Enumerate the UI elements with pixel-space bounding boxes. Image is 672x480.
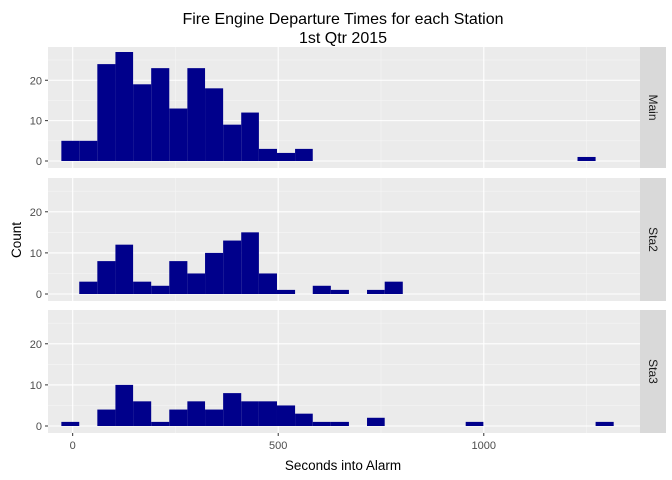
- histogram-bar: [384, 281, 403, 294]
- y-tick-label: 0: [36, 289, 42, 301]
- histogram-bar: [295, 413, 313, 426]
- histogram-bar: [330, 421, 349, 426]
- histogram-bar: [133, 281, 152, 294]
- facet-panel-sta3: 0 10 20 Sta3: [30, 310, 666, 433]
- histogram-bar: [223, 124, 242, 161]
- x-tick-label: 500: [269, 440, 287, 452]
- histogram-bar: [205, 88, 224, 161]
- histogram-bar: [151, 285, 170, 294]
- facet-panel-main: 0 10 20 Main: [30, 47, 666, 168]
- histogram-bar: [151, 421, 170, 426]
- facet-panel-sta2: 0 10 20 Sta2: [30, 178, 666, 301]
- y-tick-label: 20: [30, 207, 42, 219]
- histogram-bar: [223, 240, 242, 294]
- y-tick-label: 10: [30, 248, 42, 260]
- y-tick-label: 20: [30, 75, 42, 87]
- histogram-bar: [276, 152, 296, 161]
- chart-subtitle: 1st Qtr 2015: [299, 30, 387, 47]
- histogram-bar: [169, 108, 188, 161]
- histogram-bar: [465, 421, 484, 426]
- y-tick-label: 10: [30, 116, 42, 128]
- y-tick-label: 0: [36, 156, 42, 168]
- histogram-bar: [151, 68, 170, 161]
- histogram-bar: [97, 261, 116, 294]
- histogram-bar: [241, 232, 259, 294]
- histogram-bar: [187, 401, 206, 426]
- facet-strip-label: Sta2: [646, 227, 660, 252]
- histogram-bar: [115, 384, 134, 426]
- histogram-bar: [276, 405, 296, 426]
- histogram-bar: [187, 68, 206, 161]
- histogram-bar: [79, 140, 98, 161]
- histogram-bar: [169, 261, 188, 294]
- histogram-bar: [205, 252, 224, 294]
- histogram-bar: [205, 409, 224, 426]
- y-tick-label: 10: [30, 380, 42, 392]
- histogram-bar: [115, 52, 134, 161]
- facet-strip-label: Main: [646, 94, 660, 120]
- histogram-bar: [223, 393, 242, 426]
- histogram-bar: [577, 156, 596, 161]
- histogram-bar: [258, 401, 277, 426]
- x-tick-label: 0: [70, 440, 76, 452]
- chart-title: Fire Engine Departure Times for each Sta…: [182, 11, 503, 28]
- histogram-bar: [97, 409, 116, 426]
- histogram-bar: [61, 421, 80, 426]
- histogram-bar: [169, 409, 188, 426]
- histogram-bar: [312, 285, 331, 294]
- histogram-bar: [187, 273, 206, 294]
- histogram-bar: [258, 273, 277, 294]
- y-tick-label: 20: [30, 339, 42, 351]
- histogram-bar: [79, 281, 98, 294]
- facet-panels: 0 10 20 Main 0 10 20 Sta2 0 10 20 Sta3: [30, 47, 666, 433]
- histogram-bar: [595, 421, 614, 426]
- histogram-bar: [133, 401, 152, 426]
- x-axis-title: Seconds into Alarm: [285, 458, 401, 473]
- histogram-bar: [258, 148, 277, 161]
- histogram-bar: [295, 148, 313, 161]
- histogram-bar: [241, 401, 259, 426]
- facet-strip: [640, 310, 666, 433]
- facet-strip: [640, 178, 666, 301]
- histogram-bar: [330, 289, 349, 294]
- facet-strip: [640, 47, 666, 168]
- histogram-bar: [97, 64, 116, 161]
- histogram-bar: [61, 140, 80, 161]
- histogram-bar: [367, 417, 385, 426]
- histogram-bar: [367, 289, 385, 294]
- histogram-bar: [133, 84, 152, 161]
- panel-background: [48, 178, 640, 301]
- x-axis: 0 500 1000: [70, 433, 496, 452]
- histogram-bar: [115, 244, 134, 294]
- histogram-bar: [312, 421, 331, 426]
- y-tick-label: 0: [36, 421, 42, 433]
- histogram-bar: [241, 112, 259, 161]
- x-tick-label: 1000: [472, 440, 496, 452]
- y-axis-title: Count: [9, 222, 24, 258]
- facet-strip-label: Sta3: [646, 359, 660, 384]
- histogram-bar: [276, 289, 296, 294]
